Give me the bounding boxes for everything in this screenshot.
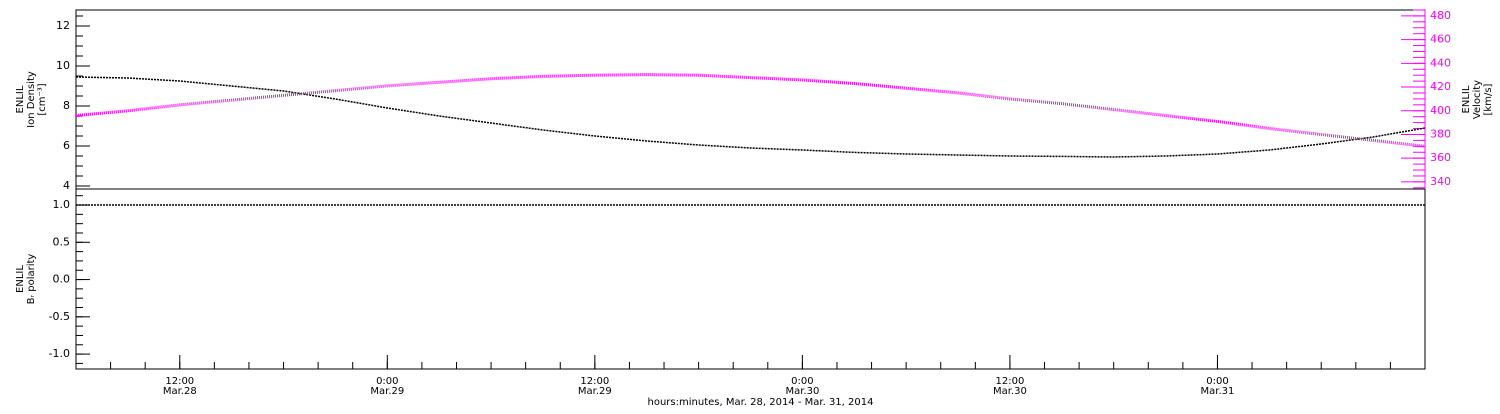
y2-tick-label: 440 (1430, 56, 1451, 69)
y2-tick-label: 360 (1430, 151, 1451, 164)
data-line (75, 76, 1426, 158)
y-tick-label: 10 (56, 59, 70, 72)
x-tick-date: Mar.29 (578, 386, 612, 397)
y-axis-label: ENLIL (15, 85, 26, 113)
y-axis-label: Bᵣ polarity (26, 254, 37, 305)
x-tick-date: Mar.29 (370, 386, 404, 397)
y2-axis-label: Velocity (1472, 80, 1483, 119)
y2-tick-label: 480 (1430, 9, 1451, 22)
x-tick-date: Mar.30 (785, 386, 819, 397)
x-tick-label: 0:00 (376, 376, 398, 387)
data-line (75, 73, 1426, 148)
x-tick-label: 0:00 (1206, 376, 1228, 387)
y-tick-label: 1.0 (53, 198, 71, 211)
x-tick-label: 12:00 (580, 376, 609, 387)
y2-tick-label: 380 (1430, 127, 1451, 140)
y-tick-label: 8 (63, 99, 70, 112)
y-tick-label: 12 (56, 19, 70, 32)
x-tick-date: Mar.28 (163, 386, 197, 397)
y-axis-label: ENLIL (15, 265, 26, 293)
y-tick-label: -0.5 (49, 310, 70, 323)
y2-tick-label: 340 (1430, 175, 1451, 188)
y-tick-label: 0.5 (53, 235, 71, 248)
y2-axis-label: ENLIL (1461, 85, 1472, 113)
y-tick-label: -1.0 (49, 347, 70, 360)
y2-axis-label: [km/s] (1483, 83, 1494, 115)
y-tick-label: 0.0 (53, 273, 71, 286)
x-tick-label: 0:00 (791, 376, 813, 387)
bottom-panel-frame (75, 188, 1426, 370)
y2-tick-label: 420 (1430, 80, 1451, 93)
x-tick-label: 12:00 (996, 376, 1025, 387)
y-axis-label: Ion Density (26, 71, 37, 128)
y2-tick-label: 400 (1430, 104, 1451, 117)
x-tick-date: Mar.31 (1201, 386, 1235, 397)
x-tick-date: Mar.30 (993, 386, 1027, 397)
y-tick-label: 6 (63, 139, 70, 152)
y-tick-label: 4 (63, 179, 70, 192)
x-tick-label: 12:00 (165, 376, 194, 387)
y2-tick-label: 460 (1430, 33, 1451, 46)
y-axis-label: [cm⁻³] (37, 83, 48, 115)
top-panel-frame (75, 9, 1426, 190)
x-axis-label: hours:minutes, Mar. 28, 2014 - Mar. 31, … (648, 397, 874, 408)
